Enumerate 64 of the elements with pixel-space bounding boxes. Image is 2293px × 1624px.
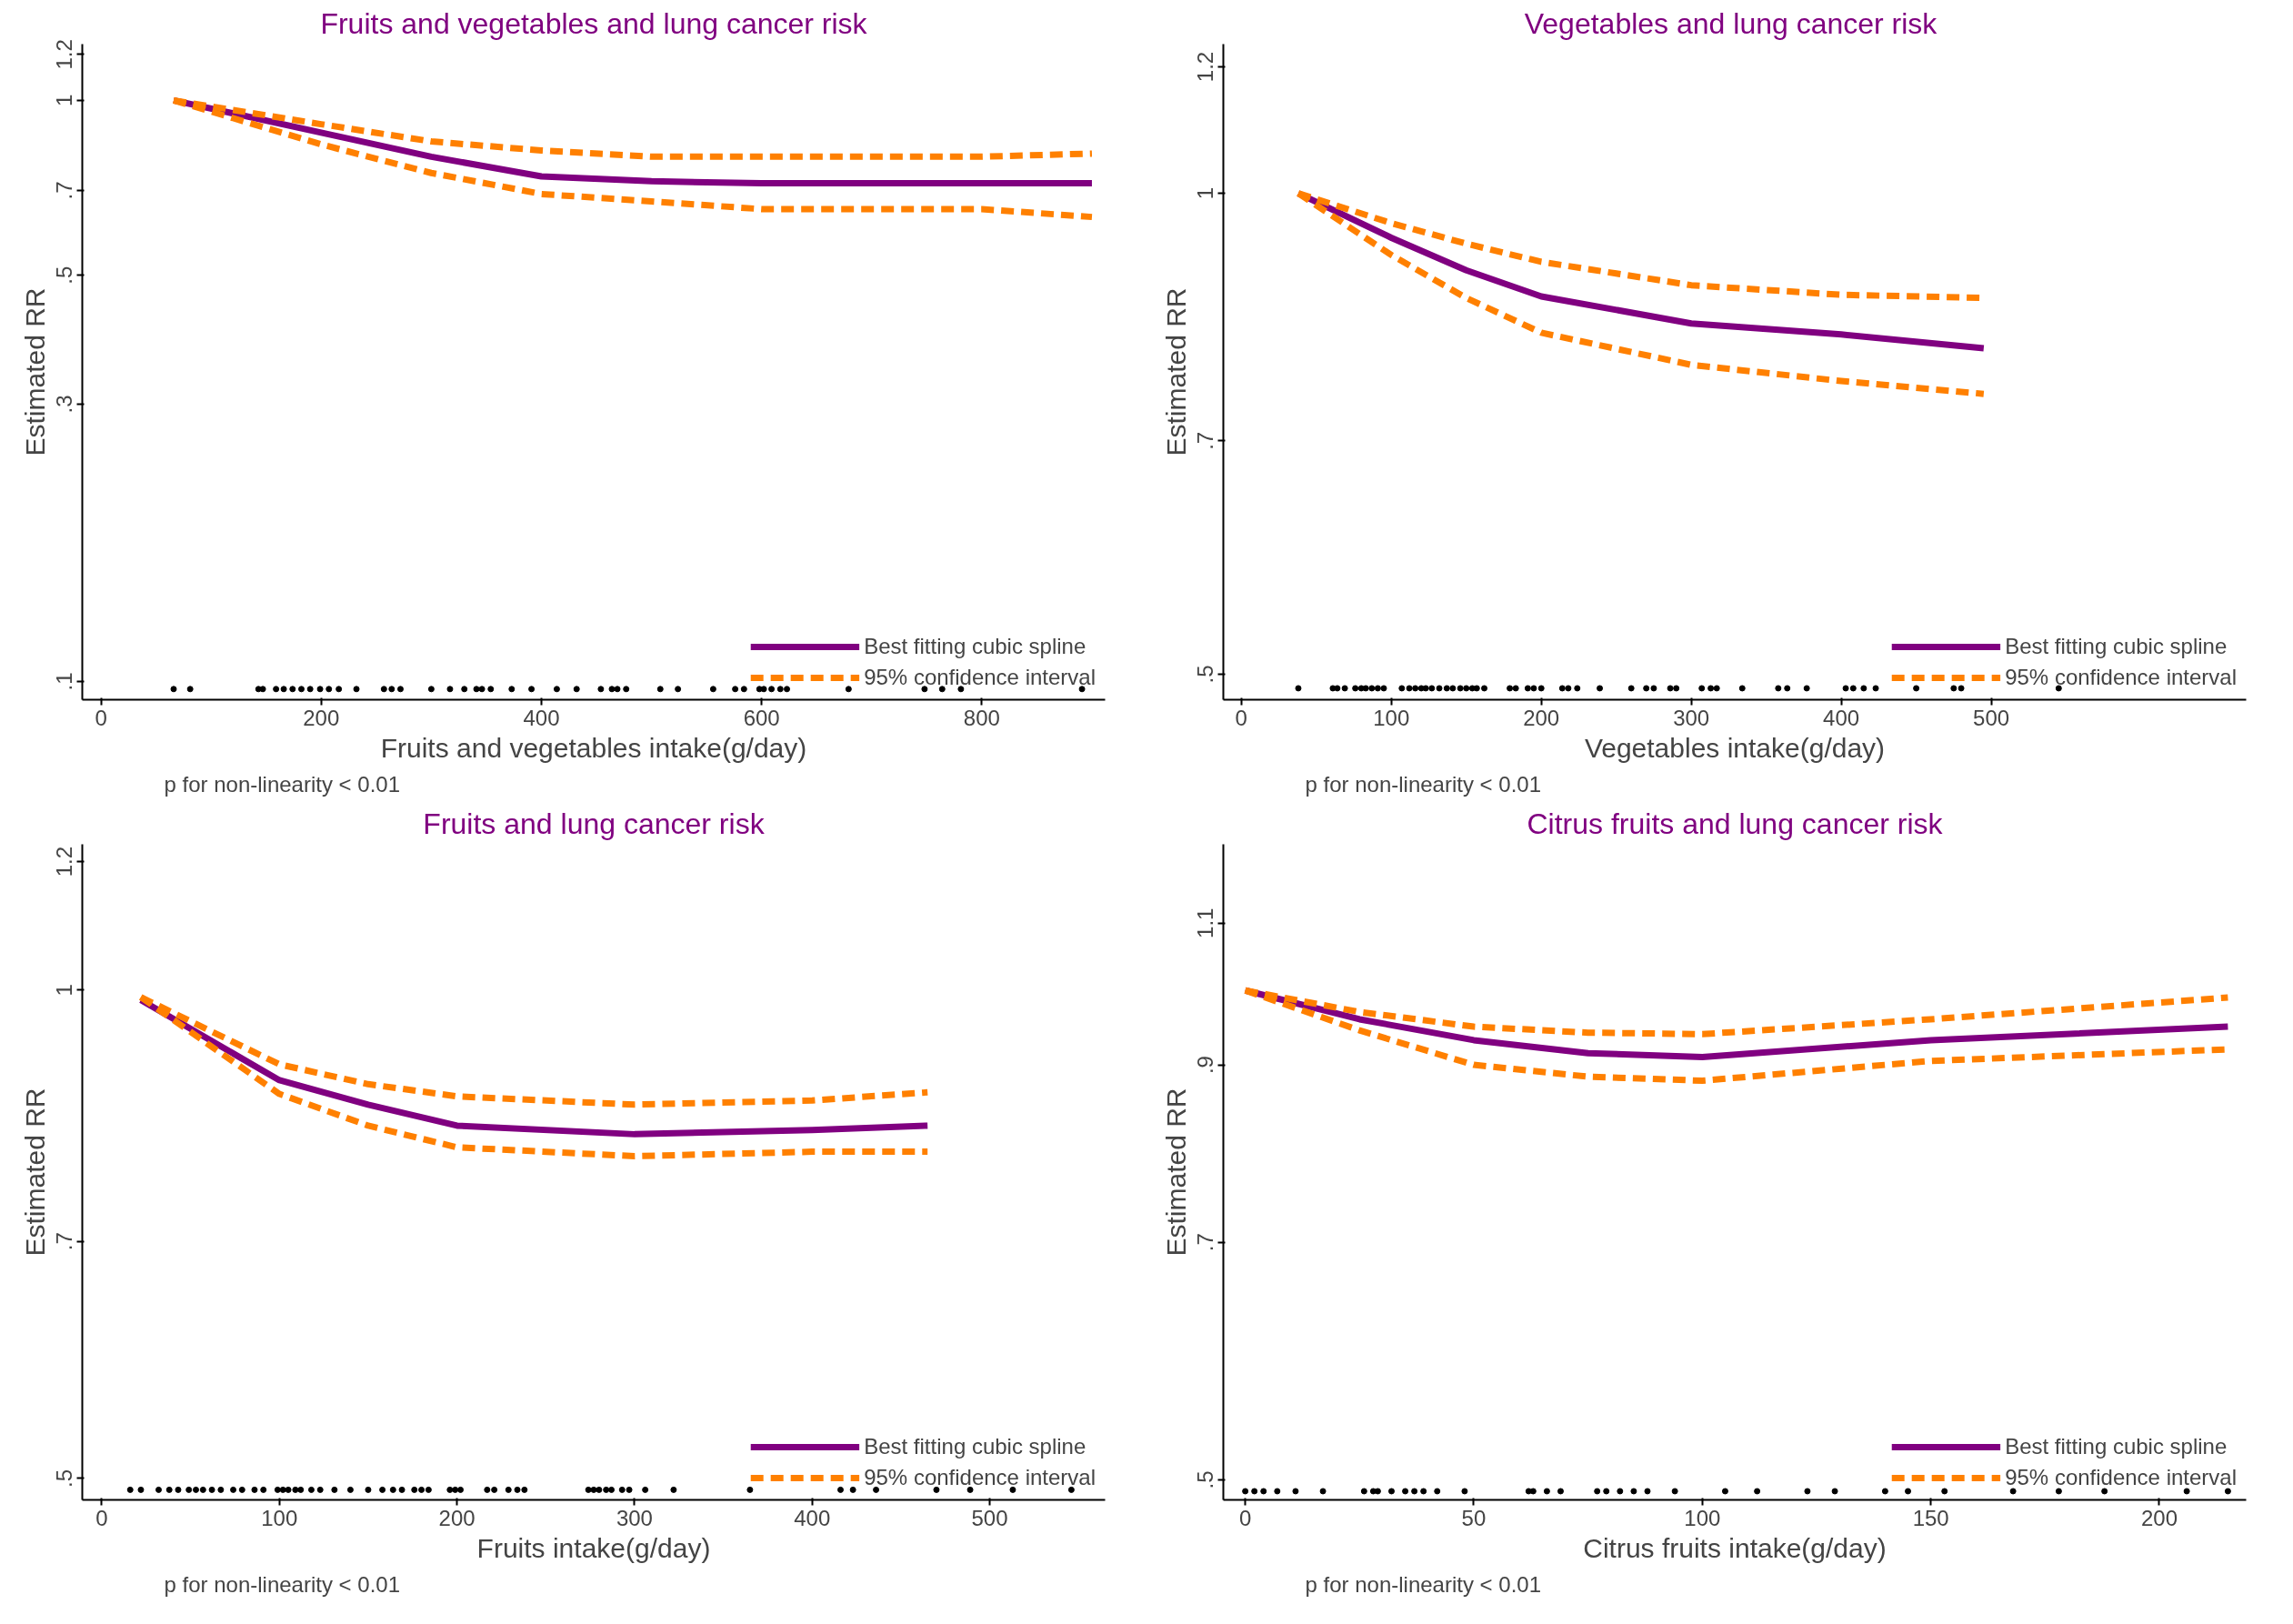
y-tick-label: .3 <box>52 395 77 414</box>
x-tick-label: 600 <box>743 705 780 730</box>
y-tick-label: 1.2 <box>52 39 77 70</box>
legend-label: Best fitting cubic spline <box>2005 1434 2228 1459</box>
x-tick-label: 0 <box>95 1505 108 1530</box>
x-tick-label: 500 <box>1973 705 2010 730</box>
x-tick-label: 100 <box>261 1505 298 1530</box>
y-tick-label: 1.2 <box>52 846 77 877</box>
x-tick-label: 200 <box>2140 1505 2178 1530</box>
x-axis-title: Fruits and vegetables intake(g/day) <box>380 732 807 763</box>
x-tick-label: 200 <box>438 1505 476 1530</box>
legend-label: Best fitting cubic spline <box>2005 634 2228 659</box>
y-axis-title: Estimated RR <box>1160 287 1191 456</box>
text: p for non-linearity < 0.01 <box>1305 1571 1541 1597</box>
x-tick-label: 0 <box>95 705 107 730</box>
x-tick-label: 300 <box>616 1505 653 1530</box>
x-tick-label: 300 <box>1673 705 1710 730</box>
y-tick-label: .5 <box>1193 1470 1218 1489</box>
legend-label: 95% confidence interval <box>2005 665 2237 690</box>
x-tick-label: 800 <box>963 705 1000 730</box>
legend-label: 95% confidence interval <box>864 665 1096 690</box>
x-tick-label: 200 <box>1523 705 1560 730</box>
y-tick-label: .5 <box>1193 665 1218 684</box>
x-tick-label: 0 <box>1235 705 1247 730</box>
y-tick-label: .5 <box>52 1469 77 1488</box>
x-axis-title: Citrus fruits intake(g/day) <box>1583 1532 1887 1563</box>
y-tick-label: 1 <box>52 984 77 997</box>
x-tick-label: 50 <box>1461 1505 1487 1530</box>
y-tick-label: 1 <box>1193 186 1218 200</box>
chart-title: Vegetables and lung cancer risk <box>1524 6 1938 40</box>
chart-title: Fruits and vegetables and lung cancer risk <box>320 6 868 40</box>
text: p for non-linearity < 0.01 <box>164 771 400 797</box>
chart-title: Fruits and lung cancer risk <box>423 807 766 840</box>
x-tick-label: 500 <box>971 1505 1008 1530</box>
x-tick-label: 400 <box>523 705 560 730</box>
y-tick-label: .5 <box>52 266 77 285</box>
x-tick-label: 200 <box>303 705 340 730</box>
x-tick-label: 100 <box>1684 1505 1721 1530</box>
text: p for non-linearity < 0.01 <box>1305 771 1541 797</box>
y-tick-label: .9 <box>1193 1056 1218 1075</box>
y-axis-title: Estimated RR <box>19 1088 50 1257</box>
legend-label: 95% confidence interval <box>2005 1465 2237 1490</box>
y-tick-label: .1 <box>52 672 77 691</box>
legend-label: 95% confidence interval <box>864 1465 1096 1490</box>
y-tick-label: .7 <box>1193 431 1218 450</box>
text: p for non-linearity < 0.01 <box>164 1571 400 1597</box>
legend-label: Best fitting cubic spline <box>864 1434 1086 1459</box>
x-tick-label: 400 <box>794 1505 831 1530</box>
y-tick-label: 1 <box>52 94 77 107</box>
x-tick-label: 0 <box>1238 1505 1252 1530</box>
x-tick-label: 150 <box>1912 1505 1949 1530</box>
y-tick-label: 1.1 <box>1193 907 1218 938</box>
y-tick-label: .7 <box>1193 1233 1218 1252</box>
y-tick-label: 1.2 <box>1193 51 1218 83</box>
x-axis-title: Fruits intake(g/day) <box>476 1532 711 1563</box>
chart-title: Citrus fruits and lung cancer risk <box>1527 807 1944 840</box>
x-axis-title: Vegetables intake(g/day) <box>1584 732 1886 763</box>
y-axis-title: Estimated RR <box>1160 1088 1191 1257</box>
legend-label: Best fitting cubic spline <box>864 634 1086 659</box>
y-tick-label: .7 <box>52 1232 77 1251</box>
x-tick-label: 400 <box>1823 705 1860 730</box>
y-axis-title: Estimated RR <box>19 287 50 456</box>
y-tick-label: .7 <box>52 181 77 200</box>
x-tick-label: 100 <box>1373 705 1410 730</box>
